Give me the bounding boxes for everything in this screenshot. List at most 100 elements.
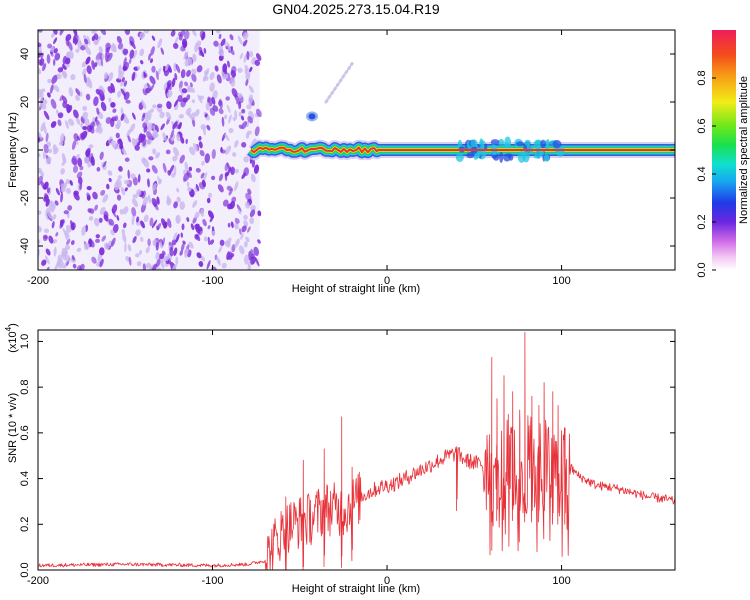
snr-multiplier-close: ) bbox=[7, 323, 19, 327]
noise-speck bbox=[245, 132, 250, 139]
noise-speck bbox=[38, 152, 41, 158]
noise-speck bbox=[71, 140, 77, 150]
spectrogram-ylabel: Frequency (Hz) bbox=[7, 112, 19, 188]
colorbar-tick-label: 0.0 bbox=[696, 262, 708, 277]
noise-speck bbox=[190, 223, 195, 231]
snr-xtick-label: -200 bbox=[27, 575, 49, 587]
noise-speck bbox=[83, 73, 87, 84]
noise-speck bbox=[184, 81, 189, 87]
noise-speck bbox=[123, 116, 130, 124]
noise-speck bbox=[188, 241, 194, 249]
noise-speck bbox=[150, 108, 154, 113]
noise-speck bbox=[110, 139, 118, 150]
noise-speck bbox=[175, 233, 180, 243]
noise-speck bbox=[230, 166, 236, 175]
noise-speck bbox=[243, 214, 248, 220]
noise-speck bbox=[45, 132, 49, 143]
noise-speck bbox=[50, 98, 57, 109]
noise-speck bbox=[98, 89, 105, 98]
noise-speck bbox=[127, 244, 132, 252]
noise-speck bbox=[55, 232, 59, 237]
noise-speck bbox=[136, 216, 140, 223]
snr-xtick-label: 0 bbox=[384, 575, 390, 587]
noise-speck bbox=[60, 168, 65, 175]
noise-speck bbox=[256, 108, 262, 118]
noise-speck bbox=[64, 230, 70, 241]
snr-plot-area bbox=[38, 330, 675, 570]
spectrogram-xtick-label: 100 bbox=[552, 275, 570, 287]
noise-speck bbox=[112, 108, 117, 113]
noise-speck bbox=[234, 93, 239, 102]
noise-speck bbox=[211, 149, 216, 159]
noise-speck bbox=[102, 160, 107, 168]
noise-speck bbox=[63, 181, 68, 189]
noise-speck bbox=[242, 39, 248, 47]
noise-speck bbox=[224, 145, 232, 155]
noise-speck bbox=[172, 147, 180, 157]
noise-speck bbox=[180, 30, 186, 37]
noise-speck bbox=[241, 225, 247, 233]
noise-speck bbox=[105, 117, 112, 124]
noise-speck bbox=[243, 156, 249, 163]
noise-speck bbox=[184, 57, 191, 67]
noise-speck bbox=[142, 196, 149, 207]
noise-speck bbox=[67, 104, 73, 113]
noise-speck bbox=[172, 155, 178, 162]
noise-speck bbox=[151, 65, 156, 73]
noise-speck bbox=[192, 143, 199, 152]
noise-speck bbox=[140, 236, 144, 242]
noise-speck bbox=[237, 209, 242, 215]
noise-speck bbox=[147, 194, 152, 204]
noise-speck bbox=[199, 30, 206, 40]
noise-speck bbox=[254, 59, 261, 66]
noise-speck bbox=[131, 207, 137, 217]
noise-speck bbox=[85, 76, 91, 87]
noise-speck bbox=[75, 94, 80, 101]
noise-speck bbox=[51, 74, 58, 84]
noise-speck bbox=[209, 72, 215, 81]
noise-speck bbox=[163, 255, 170, 261]
noise-speck bbox=[63, 210, 69, 215]
noise-speck bbox=[132, 236, 137, 244]
noise-speck bbox=[180, 242, 185, 252]
noise-speck bbox=[242, 32, 249, 40]
perturbation-blob bbox=[522, 151, 530, 163]
snr-ylabel: SNR (10 * v/v) bbox=[7, 393, 19, 463]
noise-speck bbox=[195, 183, 200, 192]
snr-xtick-label: -100 bbox=[202, 575, 224, 587]
noise-speck bbox=[91, 256, 97, 264]
noise-speck bbox=[84, 38, 89, 45]
noise-speck bbox=[234, 217, 240, 224]
noise-speck bbox=[95, 234, 100, 239]
noise-speck bbox=[86, 195, 91, 201]
noise-speck bbox=[145, 246, 150, 254]
noise-speck bbox=[64, 244, 71, 250]
noise-speck bbox=[100, 101, 107, 112]
noise-speck bbox=[133, 139, 138, 145]
noise-speck bbox=[245, 74, 251, 80]
noise-speck bbox=[85, 150, 91, 158]
noise-speck bbox=[68, 50, 74, 59]
noise-speck bbox=[204, 113, 208, 118]
noise-speck bbox=[46, 187, 51, 194]
noise-speck bbox=[54, 85, 60, 93]
noise-speck bbox=[180, 136, 185, 144]
noise-speck bbox=[181, 38, 188, 48]
noise-speck bbox=[150, 46, 155, 56]
noise-speck bbox=[147, 122, 153, 132]
snr-multiplier-base: (x10 bbox=[7, 331, 19, 352]
perturbation-blob bbox=[552, 140, 562, 149]
noise-speck bbox=[132, 176, 138, 186]
noise-speck bbox=[70, 240, 75, 246]
perturbation-blob bbox=[484, 143, 488, 151]
noise-speck bbox=[240, 232, 244, 240]
noise-speck bbox=[255, 53, 262, 61]
noise-speck bbox=[203, 236, 208, 242]
noise-speck bbox=[73, 109, 79, 119]
noise-speck bbox=[103, 210, 109, 218]
noise-speck bbox=[99, 206, 106, 215]
noise-speck bbox=[45, 156, 52, 165]
noise-speck bbox=[140, 220, 145, 229]
noise-speck bbox=[238, 245, 245, 255]
